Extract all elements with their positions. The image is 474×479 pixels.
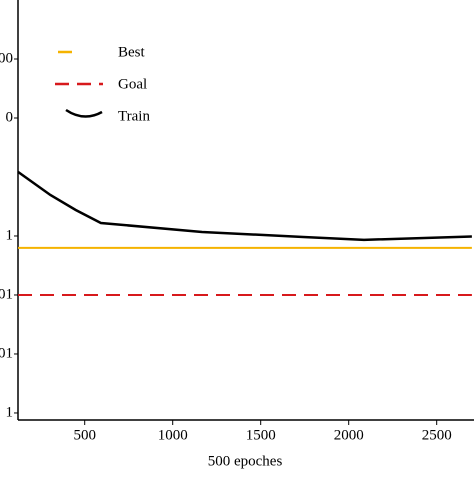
y-tick-label: 01 bbox=[0, 345, 13, 361]
series-line bbox=[17, 170, 472, 242]
legend-label: Best bbox=[118, 44, 146, 60]
x-tick-label: 1500 bbox=[246, 427, 276, 443]
legend-swatch bbox=[65, 108, 103, 118]
x-tick-label: 1000 bbox=[158, 427, 188, 443]
legend-label: Train bbox=[118, 108, 150, 124]
legend-label: Goal bbox=[118, 76, 147, 92]
y-tick-label: 00 bbox=[0, 50, 13, 66]
y-tick-label: 01 bbox=[0, 286, 13, 302]
y-tick-label: 1 bbox=[6, 404, 14, 420]
x-tick-label: 2000 bbox=[334, 427, 364, 443]
x-tick-label: 500 bbox=[73, 427, 96, 443]
y-tick-label: 1 bbox=[6, 227, 14, 243]
x-tick-label: 2500 bbox=[422, 427, 452, 443]
x-axis-label: 500 epoches bbox=[208, 453, 283, 469]
y-tick-label: 0 bbox=[6, 109, 14, 125]
